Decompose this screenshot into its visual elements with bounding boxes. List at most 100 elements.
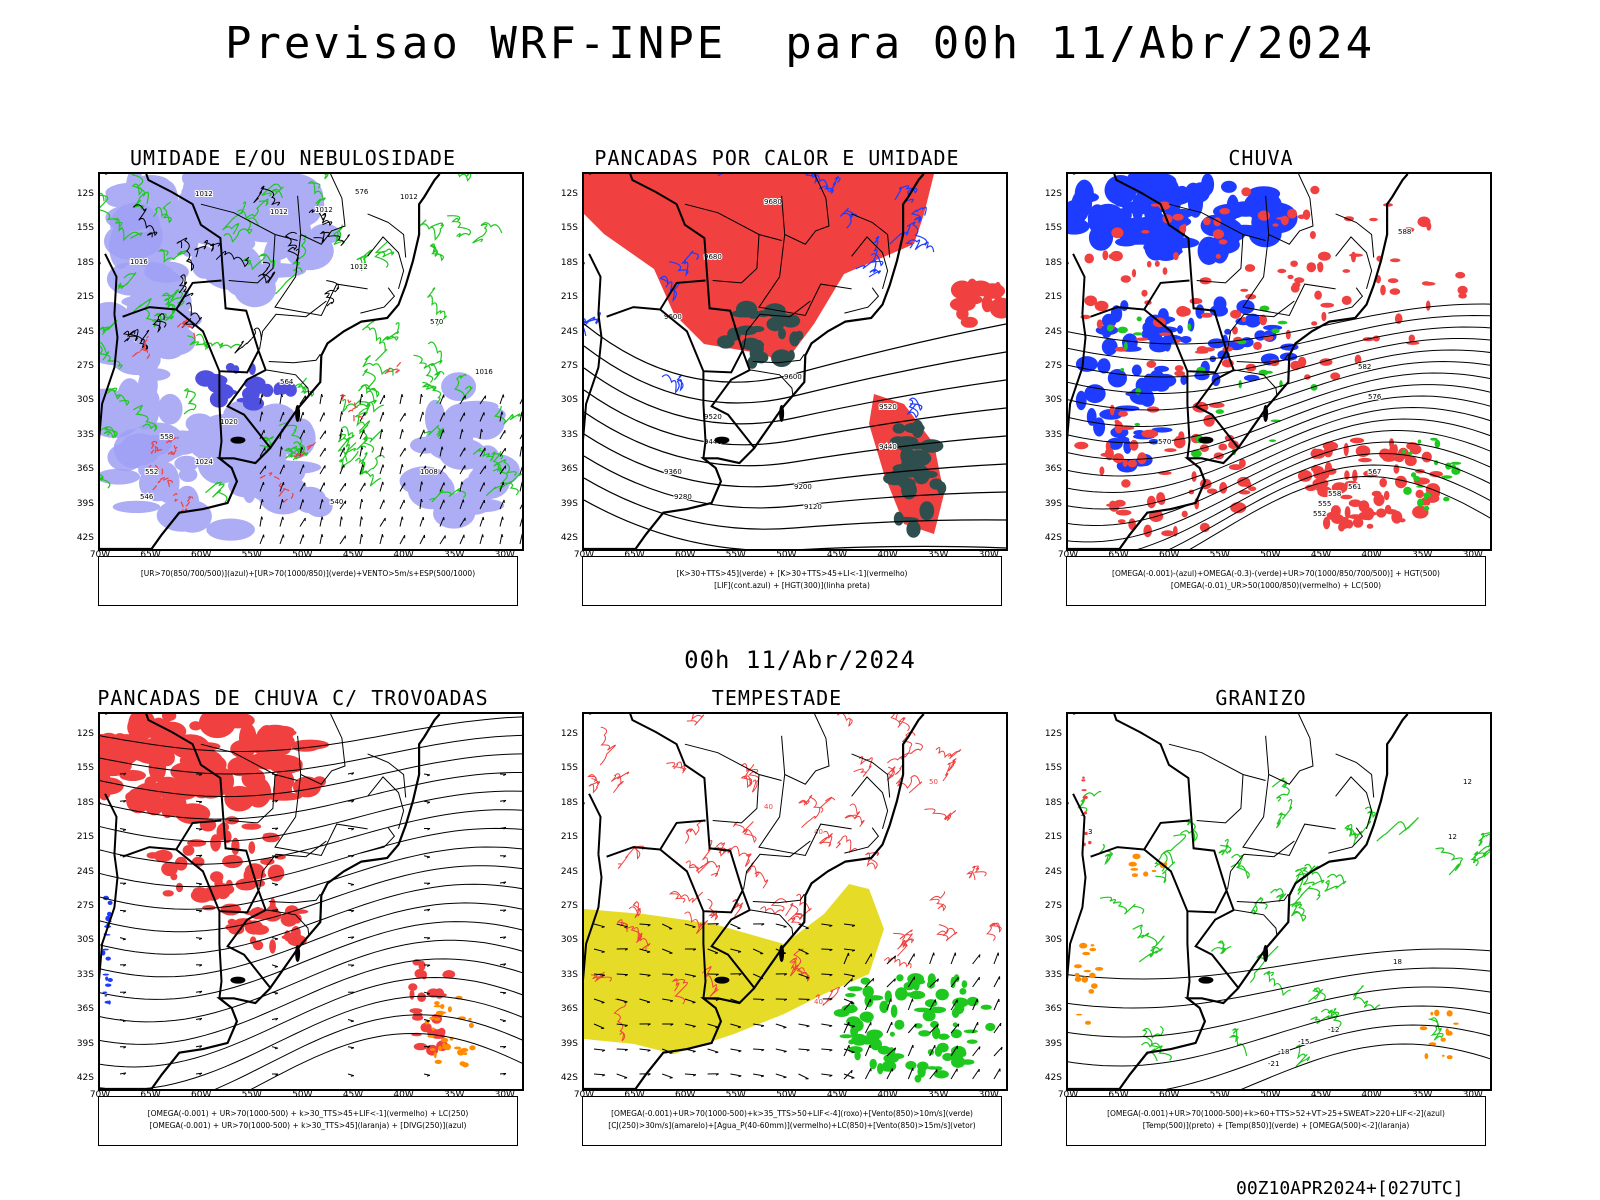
wind-arrow (886, 955, 896, 965)
lon-tick-label: 70W (89, 550, 111, 560)
wind-arrow (479, 534, 484, 545)
wind-arrow (279, 499, 283, 510)
contour-label: 1016 (130, 258, 148, 266)
wind-arrow (359, 464, 364, 475)
lon-tick-label: 45W (1310, 1090, 1332, 1100)
wind850-vectors (593, 923, 856, 1080)
wind-arrow (993, 976, 1001, 988)
wind-arrow (319, 516, 323, 527)
contour-label: 1008 (420, 468, 438, 476)
wind-arrow (843, 1073, 855, 1079)
state-border (266, 909, 310, 936)
contour (1218, 838, 1232, 856)
wind-arrow (950, 977, 959, 988)
wind-arrow (639, 973, 651, 976)
country-border (584, 314, 603, 441)
contour (361, 368, 380, 398)
panel-title: CHUVA (1228, 146, 1294, 170)
country-border (100, 854, 119, 981)
wind-arrow (319, 465, 326, 475)
wind-arrow (864, 1044, 871, 1057)
contour (1376, 817, 1419, 842)
lat-tick-label: 30S (1044, 395, 1062, 406)
streamline (100, 921, 522, 1000)
lon-tick-label: 35W (928, 1090, 949, 1100)
wind-arrow (972, 1046, 981, 1057)
contour (1290, 903, 1307, 923)
lon-tick-label: 60W (675, 550, 696, 560)
wind-vectors (259, 393, 522, 545)
wind-arrow (479, 412, 485, 422)
mid-time-label: 00h 11/Abr/2024 (684, 646, 916, 674)
wind-arrow (419, 499, 422, 510)
wind-arrow (479, 395, 487, 405)
country-border (606, 306, 661, 318)
contour-label: 9440 (704, 438, 722, 446)
contour (1344, 823, 1359, 846)
contour (666, 761, 687, 774)
contour (889, 221, 928, 246)
wind-arrow (843, 1069, 853, 1080)
wind-arrow (259, 516, 263, 527)
lon-tick-label: 30W (978, 550, 999, 560)
wind-arrow (593, 1023, 605, 1029)
lat-tick-label: 15S (1044, 763, 1062, 774)
state-border (367, 753, 407, 798)
wind-arrow (479, 465, 487, 475)
wind-arrow (399, 534, 406, 545)
contour (332, 224, 345, 245)
state-border (752, 893, 805, 904)
wind-arrow (419, 516, 424, 527)
wind-arrow (499, 430, 506, 440)
lagoon (1263, 405, 1269, 423)
lon-tick-label: 50W (292, 1090, 313, 1100)
map-chuva: 588 582 576 570 567 561 558 555 552 (1066, 172, 1492, 551)
contour (1477, 832, 1490, 848)
contour (1228, 1028, 1248, 1057)
panel-title: TEMPESTADE (711, 686, 843, 710)
wind-arrow (843, 1044, 850, 1057)
wind-arrow (419, 465, 427, 475)
wind-arrow (359, 446, 363, 457)
wind-arrow (798, 973, 810, 979)
lon-tick-label: 45W (1310, 550, 1332, 560)
contour-label: 1012 (400, 193, 418, 201)
state-border (1227, 840, 1295, 890)
lon-tick-label: 60W (675, 1090, 696, 1100)
contour (584, 411, 1006, 467)
streamline (1068, 349, 1490, 411)
contour (194, 239, 221, 258)
wind-arrow (843, 952, 849, 965)
contour (195, 333, 243, 349)
country-border (702, 371, 707, 459)
contour (492, 467, 519, 496)
contour (117, 272, 137, 290)
streamline (100, 809, 522, 865)
lon-tick-label: 65W (624, 1090, 645, 1100)
lat-tick-label: 39S (76, 498, 94, 509)
wind-arrow (439, 394, 445, 405)
state-border (268, 893, 321, 904)
lat-tick-label: 24S (1044, 866, 1062, 877)
contour-label: 576 (355, 188, 369, 196)
wind-arrow (459, 395, 466, 405)
country-border (1068, 314, 1087, 441)
wind-arrow (359, 499, 363, 510)
lon-tick-label: 55W (1209, 1090, 1230, 1100)
coastline (1068, 714, 1409, 1089)
lon-tick-label: 60W (191, 550, 212, 560)
contour (740, 763, 753, 789)
streamline (100, 865, 522, 933)
map-canvas (100, 714, 522, 1089)
contour (131, 174, 146, 197)
wind-arrow (399, 447, 406, 457)
state-border (259, 300, 327, 350)
contour (760, 898, 788, 915)
state-border (1335, 753, 1375, 798)
contour (1428, 1017, 1444, 1041)
wind-arrow (886, 998, 892, 1011)
streamline (100, 772, 522, 820)
contour (1356, 806, 1376, 837)
red-instability-area (584, 174, 934, 364)
lon-tick-label: 45W (342, 1090, 364, 1100)
